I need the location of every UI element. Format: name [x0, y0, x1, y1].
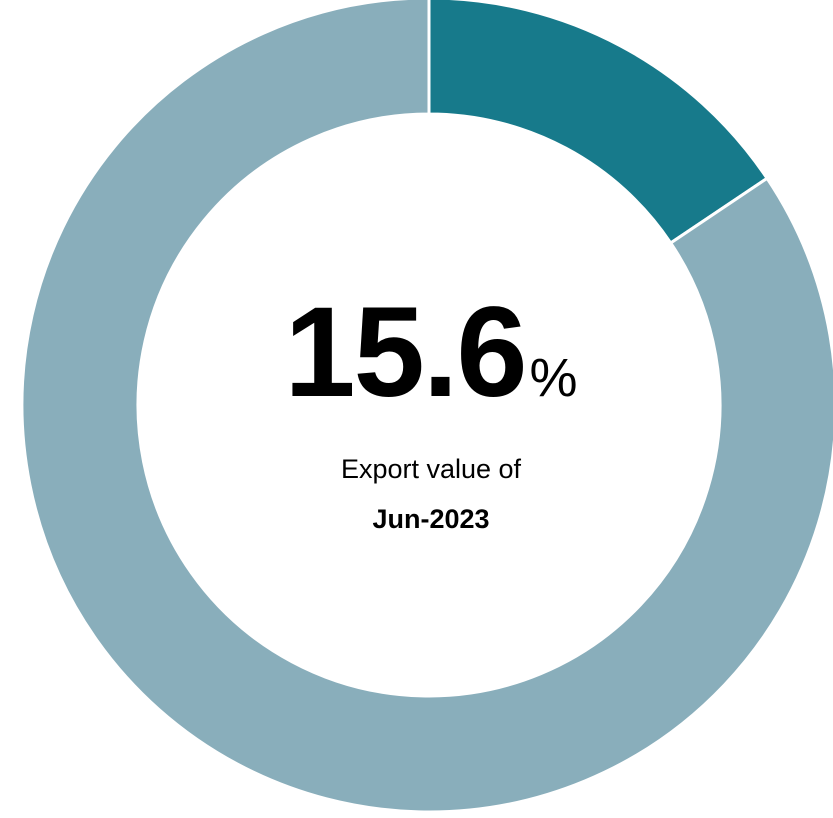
donut-slice-1 [427, 0, 770, 246]
donut-slice-2 [20, 0, 833, 814]
center-unit: % [529, 348, 578, 408]
caption-period: Jun-2023 [372, 504, 490, 534]
caption-text: Export value of [340, 454, 522, 484]
center-value-label: 15.6% [216, 288, 646, 418]
center-value: 15.6 [284, 281, 527, 424]
